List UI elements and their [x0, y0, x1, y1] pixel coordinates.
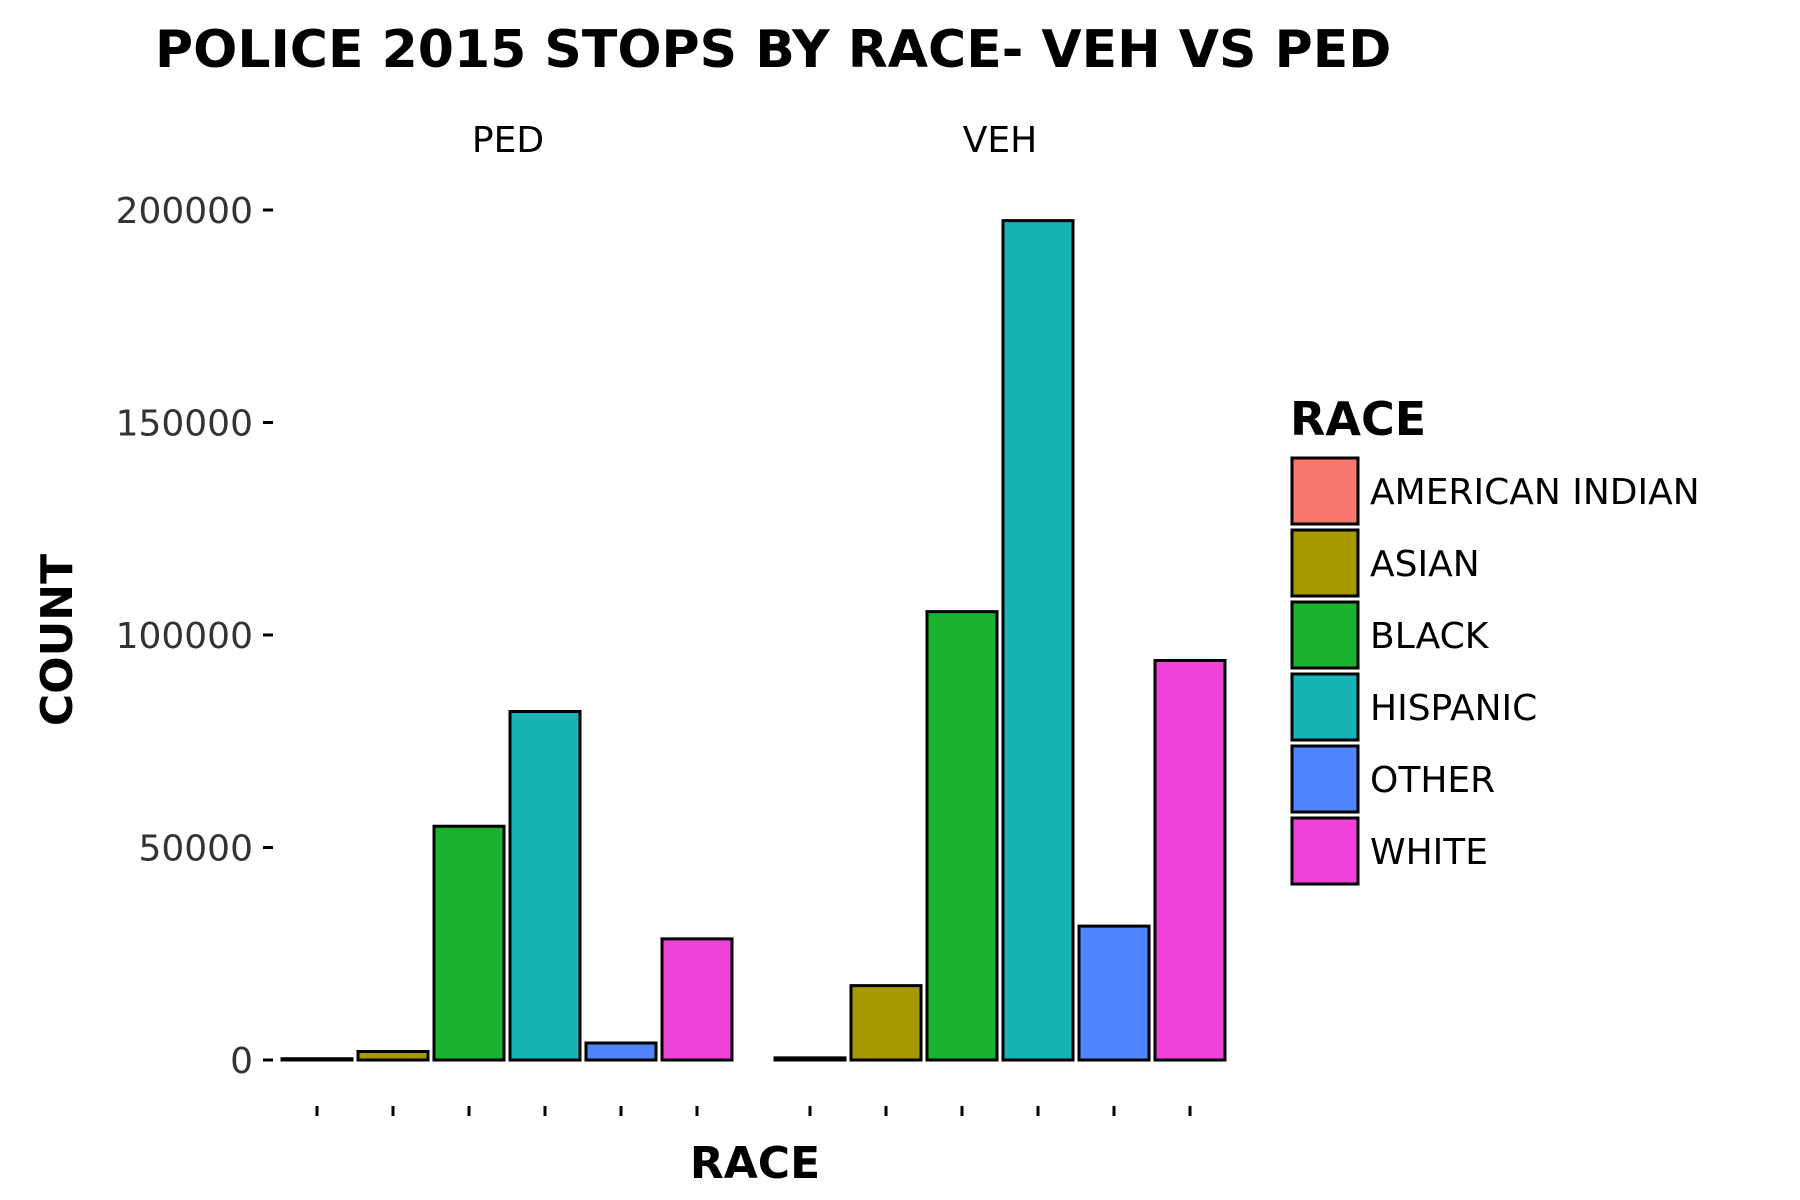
- bars: [280, 219, 1227, 1062]
- facet-label: PED: [472, 120, 544, 161]
- y-tick-label: 200000: [116, 191, 253, 232]
- bar-ped-other: [584, 1041, 658, 1062]
- legend-key: [1290, 816, 1360, 886]
- y-tick-label: 150000: [116, 404, 253, 445]
- x-axis-title: RACE: [690, 1138, 820, 1189]
- bar-veh-white: [1153, 659, 1227, 1062]
- legend-title: RACE: [1290, 392, 1426, 446]
- legend-label: ASIAN: [1370, 544, 1480, 585]
- y-tick-label: 100000: [116, 616, 253, 657]
- legend-label: HISPANIC: [1370, 688, 1537, 729]
- bar-ped-asian: [356, 1050, 430, 1062]
- legend-label: WHITE: [1370, 832, 1488, 873]
- bar-ped-white: [660, 937, 734, 1062]
- y-axis: 0 50000 100000 150000 200000: [116, 191, 273, 1082]
- bar-veh-american-indian: [773, 1056, 847, 1062]
- legend: RACE AMERICAN INDIAN ASIAN BLACK HISPANIC OT…: [1290, 392, 1700, 886]
- bar-ped-black: [432, 824, 506, 1062]
- bar-veh-other: [1077, 924, 1151, 1062]
- legend-label: BLACK: [1370, 616, 1490, 657]
- bar-veh-asian: [849, 984, 923, 1062]
- y-tick-label: 0: [230, 1041, 253, 1082]
- legend-key: [1290, 528, 1360, 598]
- bar-ped-hispanic: [508, 710, 582, 1062]
- legend-items: AMERICAN INDIAN ASIAN BLACK HISPANIC OTHER WH…: [1290, 456, 1700, 886]
- facet-label: VEH: [963, 120, 1037, 161]
- legend-key: [1290, 672, 1360, 742]
- legend-label: AMERICAN INDIAN: [1370, 472, 1700, 513]
- y-axis-title: COUNT: [32, 554, 83, 726]
- bar-veh-black: [925, 610, 999, 1062]
- chart-title: POLICE 2015 STOPS BY RACE- VEH VS PED: [155, 20, 1391, 80]
- legend-key: [1290, 456, 1360, 526]
- x-axis: [315, 1106, 1192, 1116]
- legend-label: OTHER: [1370, 760, 1495, 801]
- legend-key: [1290, 600, 1360, 670]
- facet-labels: PED VEH: [472, 120, 1037, 161]
- bar-ped-american-indian: [280, 1057, 354, 1062]
- legend-key: [1290, 744, 1360, 814]
- bar-veh-hispanic: [1001, 219, 1075, 1062]
- y-tick-label: 50000: [138, 829, 253, 870]
